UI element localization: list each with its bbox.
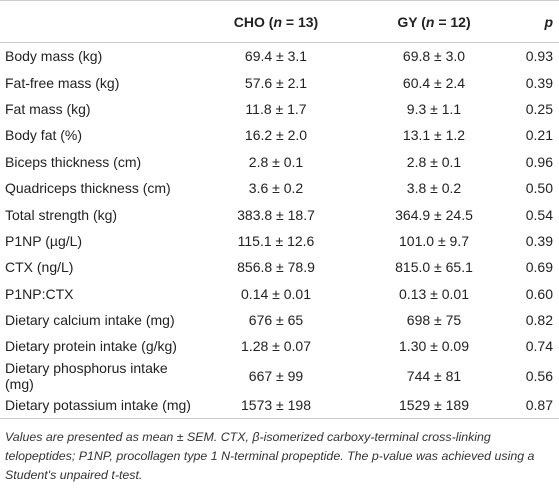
cell: 0.96 bbox=[525, 153, 553, 170]
cell: 698 ± 75 bbox=[406, 312, 462, 329]
cell: 667 ± 99 bbox=[248, 367, 304, 384]
table-row: Dietary potassium intake (mg) 1573 ± 198 1… bbox=[0, 391, 559, 420]
cell: 0.74 bbox=[525, 338, 553, 355]
row-label: Quadriceps thickness (cm) bbox=[5, 180, 171, 197]
table-row: Quadriceps thickness (cm) 3.6 ± 0.2 3.8 ± … bbox=[0, 175, 559, 201]
table-row: Biceps thickness (cm) 2.8 ± 0.1 2.8 ± 0.1 0… bbox=[0, 149, 559, 175]
row-label: Dietary calcium intake (mg) bbox=[5, 312, 175, 329]
cell: 1.28 ± 0.07 bbox=[241, 338, 311, 355]
table-row: Dietary calcium intake (mg) 676 ± 65 698 ±… bbox=[0, 307, 559, 333]
header-text: = 13) bbox=[282, 13, 319, 30]
cell: 11.8 ± 1.7 bbox=[245, 100, 307, 117]
row-label: CTX (ng/L) bbox=[5, 259, 74, 276]
cell: 0.13 ± 0.01 bbox=[399, 285, 469, 302]
header-text: = 12) bbox=[434, 13, 471, 30]
table-row: P1NP:CTX 0.14 ± 0.01 0.13 ± 0.01 0.60 bbox=[0, 281, 559, 307]
table-row: Body mass (kg) 69.4 ± 3.1 69.8 ± 3.0 0.93 bbox=[0, 43, 559, 70]
cell: 0.39 bbox=[525, 232, 553, 249]
cell: 69.8 ± 3.0 bbox=[402, 48, 466, 65]
cell: 3.8 ± 0.2 bbox=[406, 180, 462, 197]
cell: 3.6 ± 0.2 bbox=[248, 180, 304, 197]
cell: 744 ± 81 bbox=[406, 367, 462, 384]
cell: 0.60 bbox=[525, 285, 553, 302]
table-row: Total strength (kg) 383.8 ± 18.7 364.9 ± 2… bbox=[0, 201, 559, 227]
cell: 856.8 ± 78.9 bbox=[237, 259, 315, 276]
table-body: Body mass (kg) 69.4 ± 3.1 69.8 ± 3.0 0.93 Fa… bbox=[0, 43, 559, 420]
header-text: CHO ( bbox=[233, 13, 274, 30]
cell: 364.9 ± 24.5 bbox=[395, 206, 473, 223]
table-row: P1NP (µg/L) 115.1 ± 12.6 101.0 ± 9.7 0.39 bbox=[0, 228, 559, 254]
table-row: Dietary phosphorus intake (mg) 667 ± 99 74… bbox=[0, 360, 559, 392]
cell: 0.39 bbox=[525, 74, 553, 91]
cell: 0.21 bbox=[525, 127, 553, 144]
table-row: Dietary protein intake (g/kg) 1.28 ± 0.07… bbox=[0, 333, 559, 359]
table-row: Body fat (%) 16.2 ± 2.0 13.1 ± 1.2 0.21 bbox=[0, 122, 559, 148]
cell: 0.82 bbox=[525, 312, 553, 329]
cell: 9.3 ± 1.1 bbox=[406, 100, 462, 117]
footnote: Values are presented as mean ± SEM. CTX,… bbox=[5, 430, 535, 483]
cell: 0.14 ± 0.01 bbox=[241, 285, 311, 302]
row-label: Total strength (kg) bbox=[5, 206, 118, 223]
row-label: Body fat (%) bbox=[5, 127, 83, 144]
header-cell: CHO (n = 13) bbox=[197, 0, 355, 43]
header-row: CHO (n = 13) GY (n = 12) p bbox=[0, 0, 559, 43]
cell: 115.1 ± 12.6 bbox=[237, 232, 315, 249]
cell: 0.56 bbox=[525, 367, 553, 384]
header-italic: n bbox=[273, 13, 283, 30]
cell: 13.1 ± 1.2 bbox=[402, 127, 466, 144]
cell: 57.6 ± 2.1 bbox=[244, 74, 308, 91]
table-row: CTX (ng/L) 856.8 ± 78.9 815.0 ± 65.1 0.69 bbox=[0, 254, 559, 280]
cell: 383.8 ± 18.7 bbox=[237, 206, 315, 223]
header-cell: p bbox=[513, 0, 559, 43]
cell: 101.0 ± 9.7 bbox=[399, 232, 469, 249]
table-row: Fat-free mass (kg) 57.6 ± 2.1 60.4 ± 2.4 0.… bbox=[0, 69, 559, 95]
cell: 0.87 bbox=[513, 391, 559, 420]
cell: 0.69 bbox=[525, 259, 553, 276]
header-text: GY ( bbox=[397, 13, 426, 30]
cell: 60.4 ± 2.4 bbox=[402, 74, 466, 91]
table-row: Fat mass (kg) 11.8 ± 1.7 9.3 ± 1.1 0.25 bbox=[0, 96, 559, 122]
header-italic: p bbox=[544, 13, 553, 30]
row-label: Biceps thickness (cm) bbox=[5, 153, 142, 170]
row-label: Dietary potassium intake (mg) bbox=[0, 391, 197, 420]
cell: 0.25 bbox=[525, 100, 553, 117]
row-label: P1NP:CTX bbox=[5, 285, 74, 302]
cell: 0.50 bbox=[525, 180, 553, 197]
cell: 815.0 ± 65.1 bbox=[395, 259, 473, 276]
row-label: Body mass (kg) bbox=[5, 48, 103, 65]
header-cell: GY (n = 12) bbox=[355, 0, 513, 43]
data-table: CHO (n = 13) GY (n = 12) p Body mass (kg) 6… bbox=[0, 0, 559, 420]
cell: 1529 ± 189 bbox=[355, 391, 513, 420]
row-label: Dietary phosphorus intake (mg) bbox=[5, 359, 168, 392]
header-cell bbox=[0, 0, 197, 43]
cell: 676 ± 65 bbox=[248, 312, 304, 329]
row-label: Fat-free mass (kg) bbox=[5, 74, 120, 91]
cell: 1.30 ± 0.09 bbox=[399, 338, 469, 355]
cell: 2.8 ± 0.1 bbox=[248, 153, 304, 170]
header-italic: n bbox=[425, 13, 435, 30]
cell: 0.93 bbox=[525, 48, 553, 65]
row-label: Fat mass (kg) bbox=[5, 100, 91, 117]
row-label: Dietary protein intake (g/kg) bbox=[5, 338, 177, 355]
cell: 1573 ± 198 bbox=[197, 391, 355, 420]
row-label: P1NP (µg/L) bbox=[5, 232, 83, 249]
cell: 0.54 bbox=[525, 206, 553, 223]
cell: 16.2 ± 2.0 bbox=[244, 127, 308, 144]
cell: 69.4 ± 3.1 bbox=[244, 48, 308, 65]
cell: 2.8 ± 0.1 bbox=[406, 153, 462, 170]
